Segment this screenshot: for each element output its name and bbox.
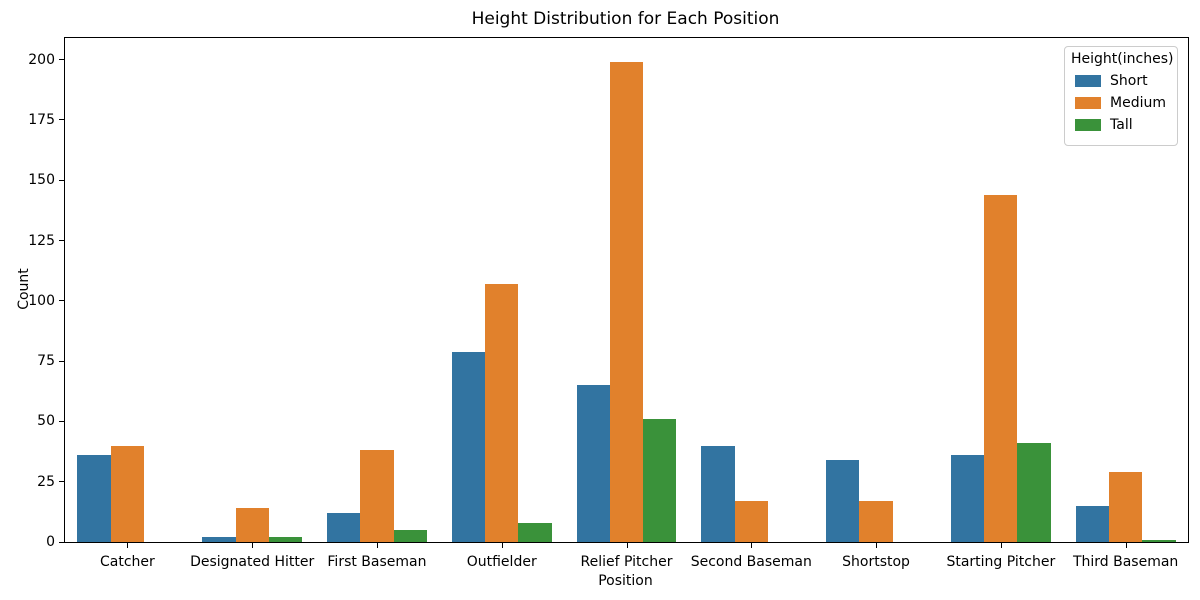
- x-tick-label: Designated Hitter: [190, 554, 315, 570]
- plot-area: 0 25 50 75 100 125 150 175 200 Catcher Designated…: [28, 37, 1189, 569]
- legend-item-tall: Tall: [1075, 117, 1171, 133]
- legend-swatch-short: [1075, 75, 1101, 87]
- bar-tall-outfielder: [518, 522, 552, 542]
- bar-short-catcher: [77, 455, 111, 542]
- bar-medium-shortstop: [859, 501, 893, 542]
- x-tick-mark: [252, 543, 254, 548]
- y-tick-label: 75: [37, 353, 55, 370]
- y-tick-label: 50: [37, 413, 55, 430]
- x-tick-label: Catcher: [99, 554, 155, 570]
- x-tick-label: First Baseman: [327, 554, 427, 570]
- y-tick-mark: [59, 240, 64, 242]
- x-tick-label: Second Baseman: [690, 554, 812, 570]
- y-tick-label: 25: [37, 473, 55, 490]
- y-tick-mark: [59, 179, 64, 181]
- bar-medium-catcher: [110, 445, 145, 542]
- bar-medium-designated-hitter: [235, 508, 269, 542]
- legend-title: Height(inches): [1071, 51, 1174, 67]
- x-axis-label: Position: [598, 573, 653, 589]
- bar-medium-outfielder: [485, 283, 519, 542]
- x-tick-mark: [376, 543, 378, 548]
- y-tick-label: 150: [28, 172, 55, 189]
- y-tick-mark: [59, 119, 64, 121]
- y-tick-label: 100: [28, 292, 55, 309]
- bar-short-first-baseman: [327, 513, 361, 542]
- x-tick-mark: [1125, 543, 1127, 548]
- x-tick-label: Starting Pitcher: [946, 554, 1056, 570]
- bar-tall-designated-hitter: [268, 537, 303, 542]
- bar-medium-second-baseman: [734, 501, 768, 542]
- bar-medium-first-baseman: [360, 450, 394, 542]
- y-tick-mark: [59, 420, 64, 422]
- x-tick-mark: [751, 543, 753, 548]
- y-tick-mark: [59, 541, 64, 543]
- y-tick-label: 125: [28, 232, 55, 249]
- x-tick-label: Relief Pitcher: [580, 554, 673, 570]
- bar-short-third-baseman: [1075, 505, 1109, 542]
- legend-label: Medium: [1110, 95, 1166, 111]
- bar-tall-third-baseman: [1142, 539, 1176, 542]
- bar-short-relief-pitcher: [576, 385, 610, 542]
- bar-medium-relief-pitcher: [609, 62, 644, 542]
- bar-tall-first-baseman: [393, 529, 427, 542]
- y-tick-mark: [59, 59, 64, 61]
- y-tick-label: 175: [28, 111, 55, 128]
- y-tick-label: 200: [28, 51, 55, 68]
- bar-short-shortstop: [826, 460, 860, 542]
- y-tick-label: 0: [46, 534, 55, 550]
- x-tick-label: Third Baseman: [1072, 554, 1179, 570]
- x-tick-mark: [876, 543, 878, 548]
- legend-label: Tall: [1110, 117, 1133, 133]
- legend-swatch-medium: [1075, 97, 1101, 109]
- legend: Height(inches) Short Medium Tall: [1064, 46, 1178, 146]
- bar-medium-starting-pitcher: [984, 194, 1018, 542]
- x-tick-mark: [1000, 543, 1002, 548]
- bar-tall-starting-pitcher: [1017, 443, 1051, 542]
- x-tick-mark: [127, 543, 129, 548]
- legend-items: Short Medium Tall: [1071, 73, 1171, 133]
- y-tick-mark: [59, 481, 64, 483]
- bar-medium-third-baseman: [1108, 472, 1143, 542]
- bar-tall-relief-pitcher: [643, 419, 677, 542]
- legend-swatch-tall: [1075, 119, 1101, 131]
- legend-item-medium: Medium: [1075, 95, 1171, 111]
- bar-short-outfielder: [451, 351, 486, 542]
- bar-short-starting-pitcher: [950, 455, 985, 542]
- legend-item-short: Short: [1075, 73, 1171, 89]
- x-tick-label: Outfielder: [466, 554, 537, 570]
- x-tick-label: Shortstop: [842, 554, 910, 570]
- bar-short-designated-hitter: [202, 537, 236, 542]
- legend-label: Short: [1110, 73, 1148, 89]
- y-tick-mark: [59, 300, 64, 302]
- y-tick-mark: [59, 360, 64, 362]
- bar-short-second-baseman: [701, 445, 735, 542]
- chart-title: Height Distribution for Each Position: [471, 9, 780, 29]
- x-tick-mark: [501, 543, 503, 548]
- x-tick-mark: [626, 543, 628, 548]
